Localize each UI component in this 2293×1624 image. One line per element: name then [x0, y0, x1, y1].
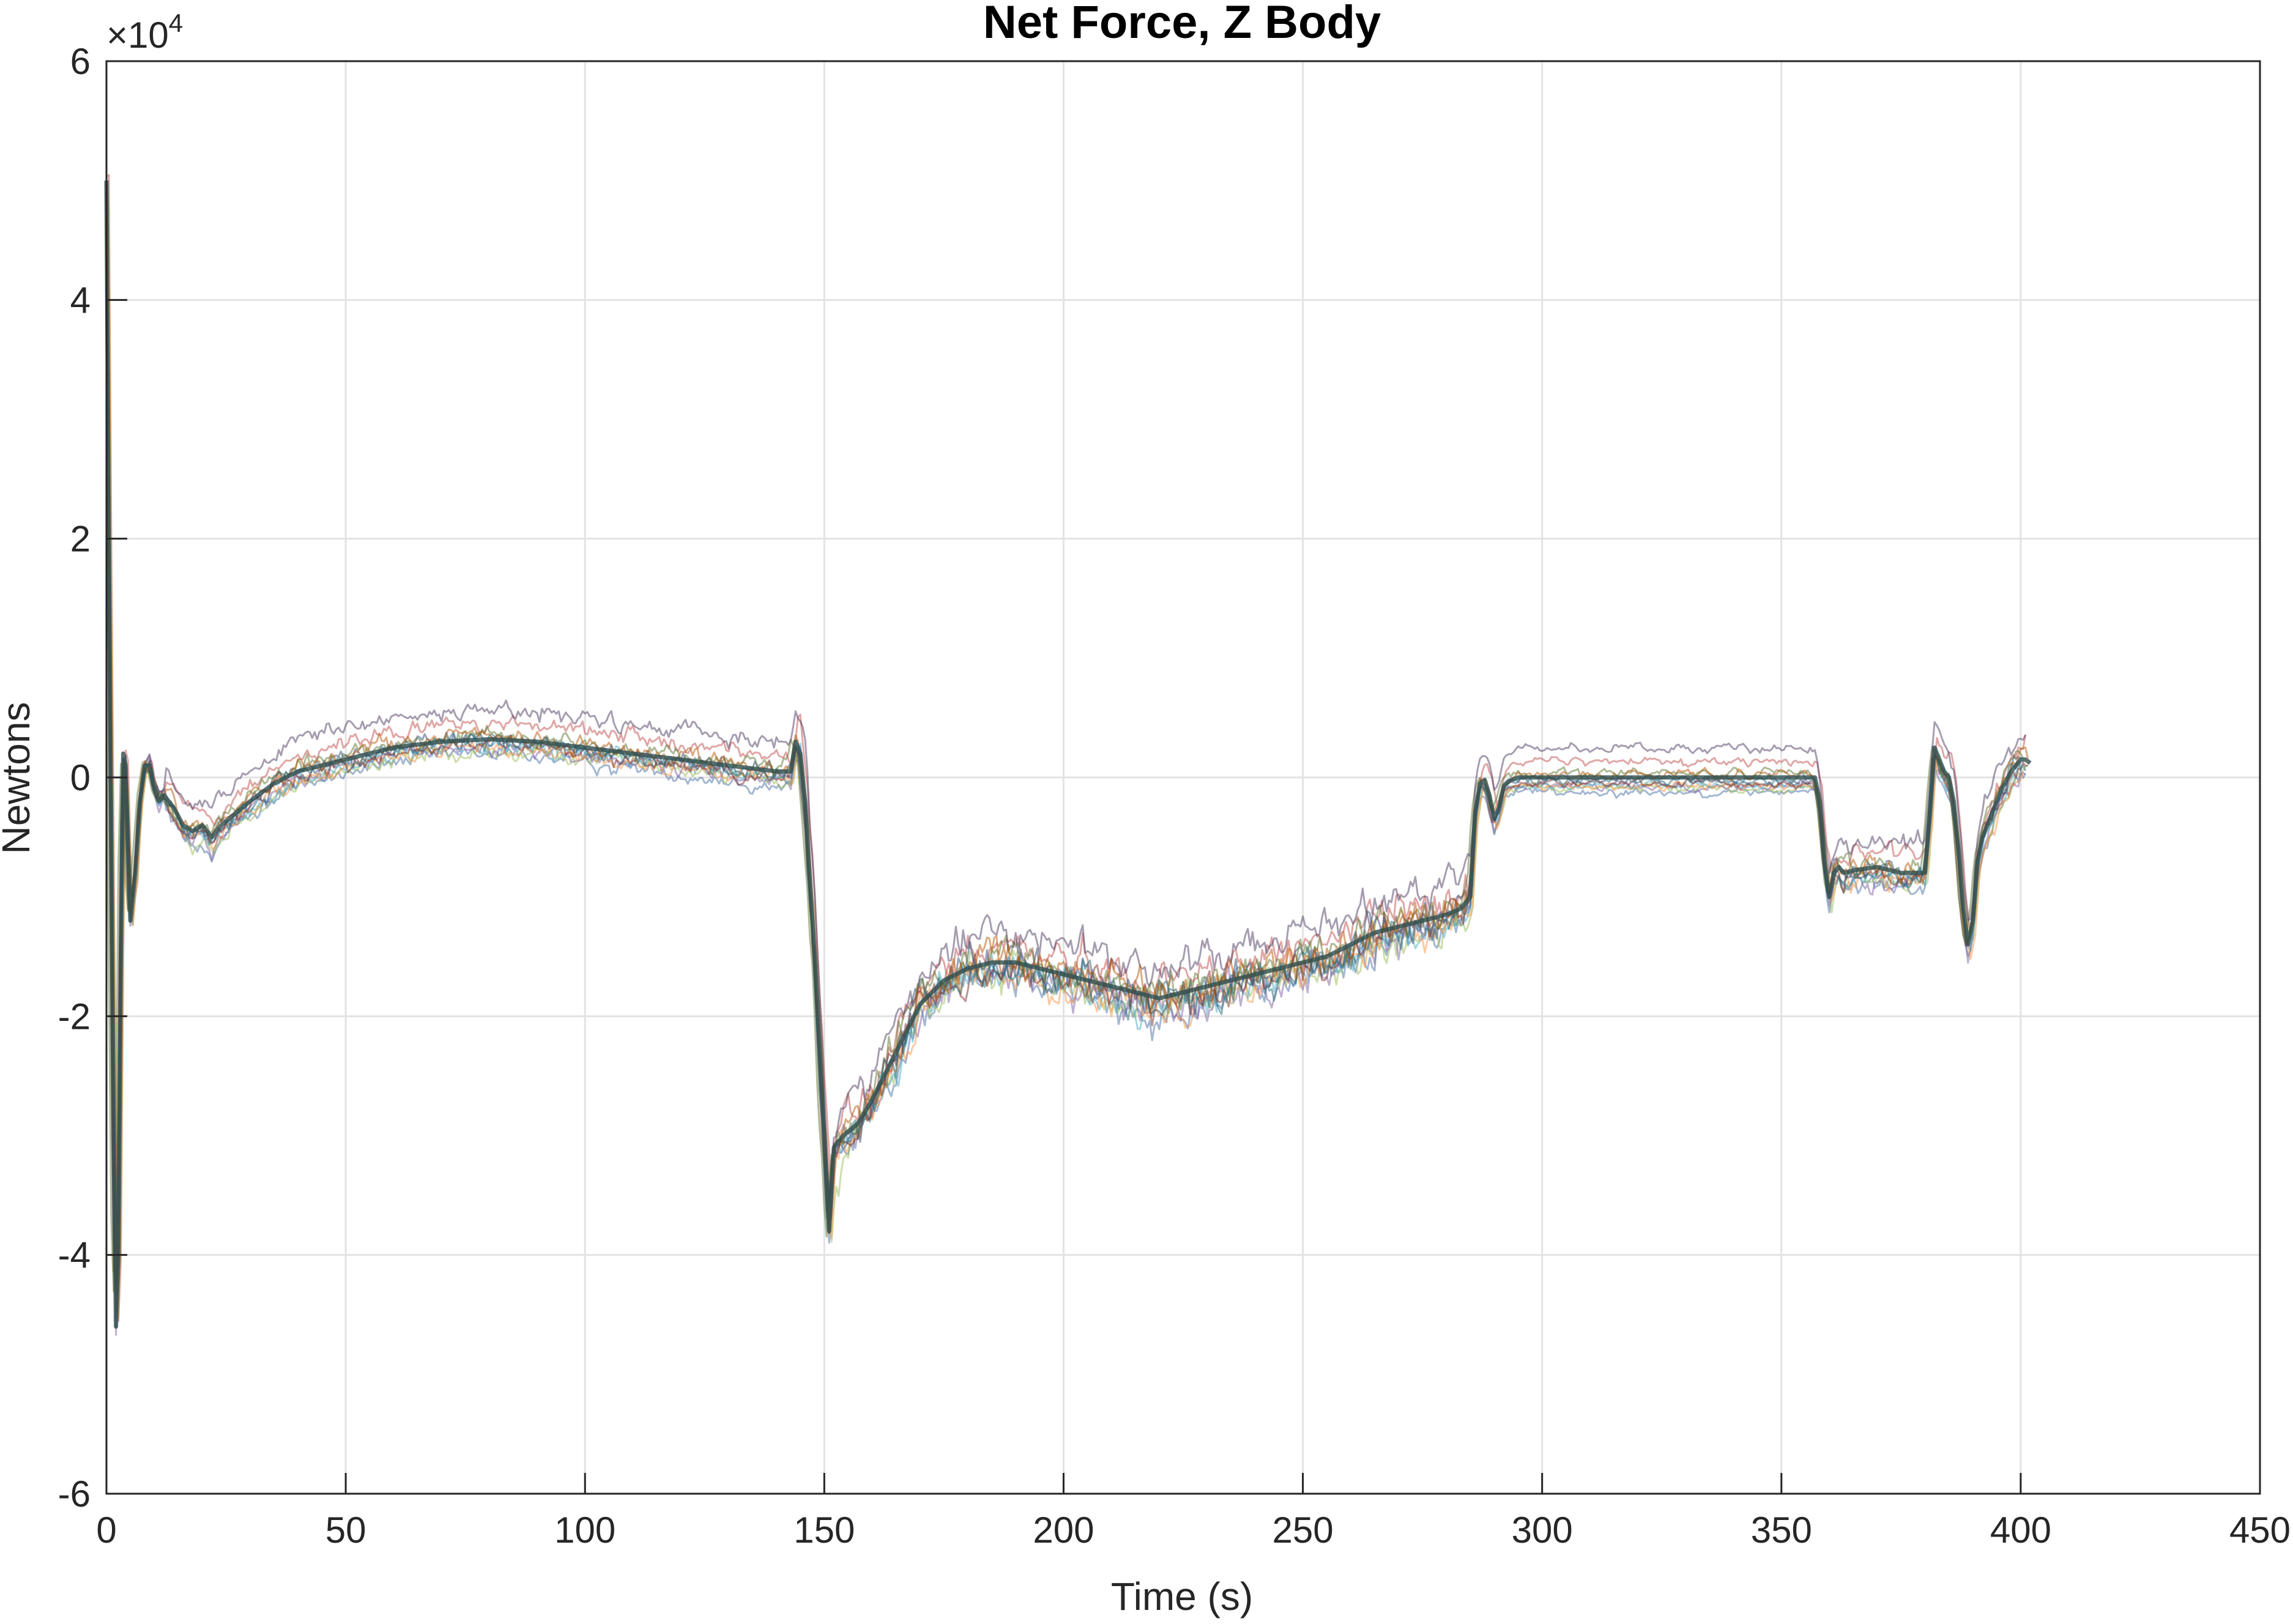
x-axis-ticks: 0 50 100 150 200 250 300 350 400 450	[96, 1473, 2291, 1551]
x-tick-label: 450	[2229, 1510, 2291, 1551]
x-tick-label: 300	[1512, 1510, 1573, 1551]
y-tick-label: -2	[58, 996, 91, 1037]
monte-carlo-series-line	[105, 186, 2022, 1282]
x-tick-label: 350	[1751, 1510, 1812, 1551]
x-tick-label: 100	[554, 1510, 615, 1551]
y-tick-label: -6	[58, 1474, 91, 1515]
monte-carlo-series-line	[105, 174, 2027, 1286]
x-tick-label: 200	[1033, 1510, 1094, 1551]
y-axis-exponent-base: ×10	[106, 15, 169, 56]
x-tick-label: 400	[1990, 1510, 2051, 1551]
y-axis-ticks: -6 -4 -2 0 2 4 6	[58, 41, 127, 1515]
y-tick-label: -4	[58, 1235, 91, 1276]
x-tick-label: 250	[1273, 1510, 1334, 1551]
y-tick-label: 4	[70, 280, 91, 321]
nominal-series-line	[104, 180, 2032, 1329]
x-tick-label: 150	[793, 1510, 855, 1551]
y-axis-exponent-power: 4	[169, 9, 183, 37]
series-group	[104, 174, 2032, 1337]
chart-title: Net Force, Z Body	[983, 0, 1381, 48]
y-tick-label: 6	[70, 41, 91, 82]
x-tick-label: 0	[96, 1510, 116, 1551]
y-axis-exponent: ×104	[106, 9, 183, 56]
x-tick-label: 50	[325, 1510, 366, 1551]
y-tick-label: 2	[70, 519, 91, 560]
x-axis-label: Time (s)	[1111, 1574, 1253, 1618]
monte-carlo-series-line	[105, 261, 2029, 1314]
y-axis-label: Newtons	[0, 702, 38, 855]
monte-carlo-series-line	[106, 174, 2027, 1322]
y-tick-label: 0	[70, 757, 91, 798]
